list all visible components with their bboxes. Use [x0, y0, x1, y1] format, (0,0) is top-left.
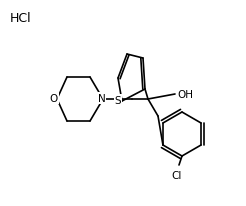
Text: HCl: HCl	[10, 12, 32, 25]
Text: OH: OH	[177, 90, 193, 99]
Text: Cl: Cl	[172, 170, 182, 180]
Text: N: N	[98, 94, 106, 103]
Text: O: O	[50, 94, 58, 103]
Text: S: S	[115, 96, 121, 105]
